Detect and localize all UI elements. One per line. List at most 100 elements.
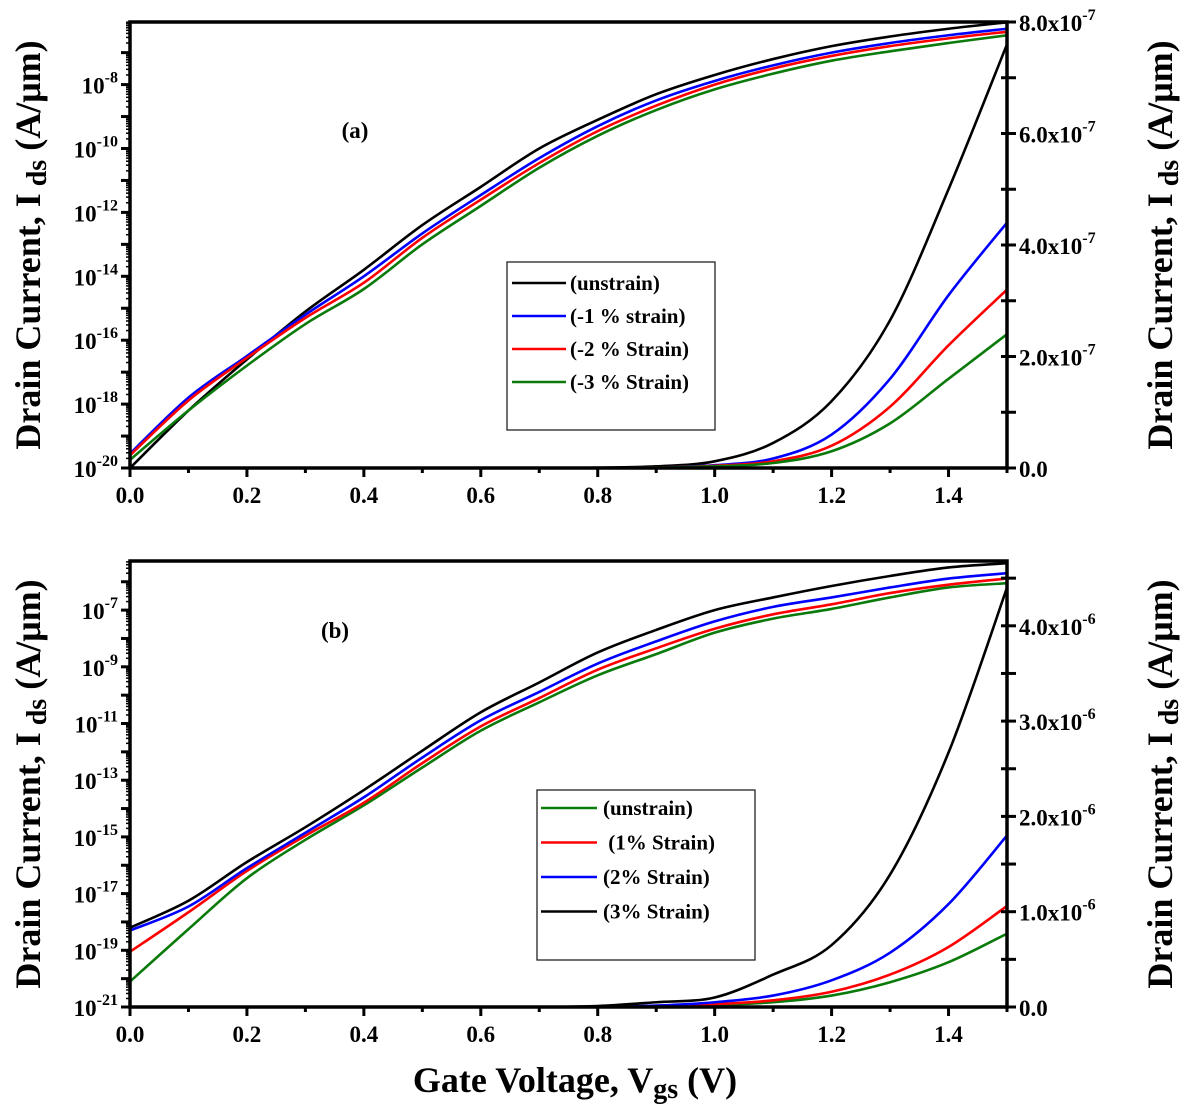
y-right-tick-label: 1.0x10-6 [1019, 897, 1096, 926]
y-right-axis-title: Drain Current, I ds (A/μm) [1140, 40, 1185, 449]
tick-mantissa: 0.0 [1019, 457, 1048, 482]
series-log-line-2 [130, 571, 1007, 932]
y-left-tick-label: 10-19 [74, 935, 118, 964]
y-right-axis-title-sub: ds [1154, 699, 1185, 733]
y-left-tick-label: 10-12 [74, 197, 118, 226]
x-axis-title-unit: (V) [678, 1060, 737, 1100]
x-tick-label: 0.8 [583, 483, 612, 508]
x-tick-label: 1.4 [934, 483, 963, 508]
tick-exponent: -6 [1082, 897, 1095, 914]
series-log-line-1 [130, 27, 1007, 455]
x-tick-label: 1.2 [817, 1022, 846, 1047]
tick-exponent: -6 [1082, 706, 1095, 723]
legend-box [536, 789, 756, 961]
tick-base: 10 [74, 769, 97, 794]
tick-base: 10 [74, 265, 97, 290]
y-left-tick-label: 10-20 [74, 453, 118, 482]
tick-base: 10 [74, 393, 97, 418]
y-right-tick-label: 0.0 [1019, 457, 1048, 482]
y-left-axis-title-sub: ds [22, 699, 53, 733]
tick-base: 10 [82, 74, 105, 99]
series-log-line-1 [130, 577, 1007, 953]
y-left-tick-label: 10-11 [75, 709, 118, 738]
y-left-tick-label: 10-16 [74, 325, 118, 354]
y-right-axis-title-main: Drain Current, I [1140, 732, 1180, 988]
legend-label-0: (unstrain) [570, 271, 660, 295]
legend-label-0: (unstrain) [603, 796, 693, 820]
tick-mantissa: 1.0x10 [1019, 901, 1082, 926]
y-left-tick-label: 10-17 [74, 879, 118, 908]
series-linear-line-0 [130, 932, 1007, 1007]
tick-exponent: -11 [98, 709, 118, 726]
y-right-tick-label: 8.0x10-7 [1019, 7, 1096, 36]
tick-mantissa: 4.0x10 [1019, 234, 1082, 259]
tick-base: 10 [74, 201, 97, 226]
tick-exponent: -6 [1082, 611, 1095, 628]
tick-exponent: -7 [1082, 342, 1095, 359]
legend: (unstrain) (1% Strain) (2% Strain) (3% Str… [536, 789, 756, 961]
series-linear-line-1 [130, 221, 1007, 468]
y-left-tick-label: 10-14 [74, 261, 118, 290]
tick-exponent: -17 [97, 879, 118, 896]
tick-exponent: -6 [1082, 801, 1095, 818]
y-left-axis-title: Drain Current, I ds (A/μm) [8, 579, 53, 988]
y-left-axis-title-sub: ds [22, 160, 53, 194]
y-left-tick-label: 10-15 [74, 822, 118, 851]
legend-label-2: (2% Strain) [603, 865, 710, 889]
tick-mantissa: 3.0x10 [1019, 710, 1082, 735]
series-log-line-3 [130, 561, 1007, 929]
tick-exponent: -16 [97, 325, 118, 342]
plot-area [130, 561, 1007, 1007]
x-tick-label: 0.4 [349, 1022, 378, 1047]
tick-exponent: -18 [97, 389, 118, 406]
y-left-tick-label: 10-21 [74, 992, 118, 1021]
y-right-axis-title-main: Drain Current, I [1140, 193, 1180, 449]
tick-base: 10 [74, 137, 97, 162]
tick-mantissa: 0.0 [1019, 996, 1048, 1021]
legend-label-1: (-1 % strain) [570, 304, 685, 328]
tick-base: 10 [74, 939, 97, 964]
x-tick-label: 1.4 [934, 1022, 963, 1047]
tick-base: 10 [82, 599, 105, 624]
y-right-tick-label: 2.0x10-6 [1019, 801, 1096, 830]
series-log-line-0 [130, 581, 1007, 983]
y-left-axis-title-unit: (A/μm) [8, 579, 48, 698]
tick-mantissa: 8.0x10 [1019, 11, 1082, 36]
x-tick-label: 0.0 [116, 1022, 145, 1047]
series-log-line-3 [130, 33, 1007, 461]
y-right-tick-label: 0.0 [1019, 996, 1048, 1021]
legend-label-3: (-3 % Strain) [570, 370, 689, 394]
panel-a: 0.0 0.2 0.4 0.6 0.8 1.0 1.2 1.410-2010-1810-161… [8, 7, 1185, 508]
y-left-tick-label: 10-18 [74, 389, 118, 418]
tick-mantissa: 4.0x10 [1019, 615, 1082, 640]
y-right-tick-label: 4.0x10-6 [1019, 611, 1096, 640]
x-tick-label: 0.6 [466, 1022, 495, 1047]
legend: (unstrain) (-1 % strain) (-2 % Strain) (-3 … [506, 261, 716, 431]
y-left-tick-label: 10-7 [82, 595, 118, 624]
tick-base: 10 [75, 713, 98, 738]
legend-label-2: (-2 % Strain) [570, 337, 689, 361]
y-right-tick-label: 3.0x10-6 [1019, 706, 1096, 735]
series-linear-line-2 [130, 834, 1007, 1007]
legend-box [506, 261, 716, 431]
y-left-axis-title: Drain Current, I ds (A/μm) [8, 40, 53, 449]
tick-exponent: -19 [97, 935, 118, 952]
panel-label: (a) [342, 118, 369, 143]
series-log-line-2 [130, 30, 1007, 457]
tick-exponent: -7 [105, 595, 118, 612]
tick-exponent: -13 [97, 765, 118, 782]
x-axis-title: Gate Voltage, Vgs (V) [413, 1060, 737, 1105]
y-left-tick-label: 10-8 [82, 70, 118, 99]
tick-base: 10 [74, 996, 97, 1021]
y-left-tick-label: 10-13 [74, 765, 118, 794]
tick-exponent: -7 [1082, 7, 1095, 24]
tick-exponent: -7 [1082, 230, 1095, 247]
x-axis-title-main: Gate Voltage, V [413, 1060, 653, 1100]
y-left-axis-title-unit: (A/μm) [8, 40, 48, 159]
y-right-tick-label: 6.0x10-7 [1019, 119, 1096, 148]
y-left-tick-label: 10-10 [74, 133, 118, 162]
series-linear-line-1 [130, 904, 1007, 1007]
tick-exponent: -10 [97, 133, 118, 150]
y-right-axis-title: Drain Current, I ds (A/μm) [1140, 579, 1185, 988]
